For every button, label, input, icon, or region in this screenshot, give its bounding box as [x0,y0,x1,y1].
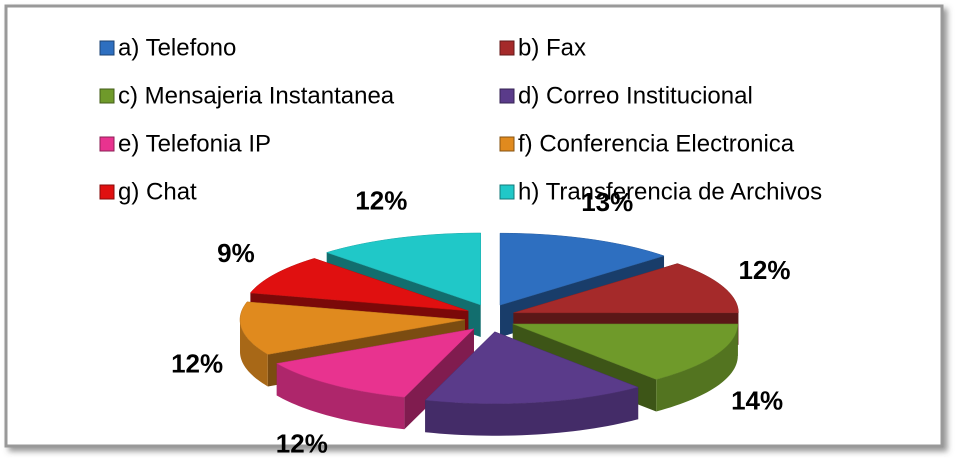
legend-swatch [99,88,115,104]
legend-label: d) Correo Institucional [518,82,753,109]
legend-label: a) Telefono [118,34,236,61]
slice [239,301,466,355]
legend-swatch [99,40,115,56]
legend-swatch [99,136,115,152]
data-label: 13% [581,187,633,217]
pie-tops [239,232,739,404]
data-label: 12% [276,428,328,458]
data-label: 9% [217,238,255,268]
legend-label: h) Transferencia de Archivos [518,178,822,205]
legend-label: b) Fax [518,34,586,61]
data-label: 12% [171,348,223,378]
slice [499,232,665,306]
data-label: 12% [738,255,790,285]
slice [512,323,739,380]
legend-label: e) Telefonia IP [118,130,271,157]
legend-swatch [499,136,515,152]
slice-wall [276,363,405,430]
slice-wall [239,319,268,387]
data-label: 12% [355,186,407,216]
slice [276,328,475,398]
legend-swatch [499,40,515,56]
slice [249,258,469,312]
legend-label: f) Conferencia Electronica [518,130,795,157]
legend-swatch [99,184,115,200]
slice [325,232,481,306]
slice [424,331,639,404]
data-label: 14% [731,386,783,416]
slice-wall [425,387,639,436]
legend-label: g) Chat [118,178,197,205]
slice [513,263,739,314]
legend-swatch [499,88,515,104]
legend-label: c) Mensajeria Instantanea [118,82,395,109]
legend-swatch [499,184,515,200]
slice-wall [656,323,738,412]
